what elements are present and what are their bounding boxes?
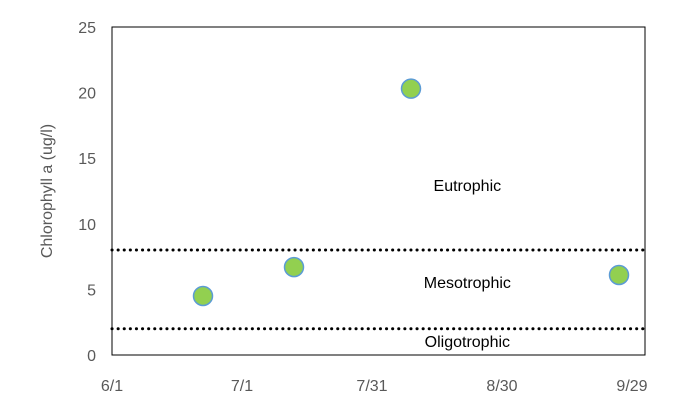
x-axis-ticks: 6/1 7/1 7/31 8/30 9/29 xyxy=(101,378,648,395)
x-tick-label: 9/29 xyxy=(616,378,647,395)
x-tick-label: 6/1 xyxy=(101,378,123,395)
y-tick-label: 25 xyxy=(78,20,96,37)
plot-area xyxy=(111,26,646,356)
data-point xyxy=(192,285,214,307)
data-point xyxy=(400,78,422,99)
y-tick-label: 0 xyxy=(87,348,96,365)
data-point xyxy=(283,256,305,278)
y-tick-label: 5 xyxy=(87,282,96,299)
y-tick-label: 10 xyxy=(78,217,96,234)
data-point xyxy=(608,264,630,286)
x-tick-label: 7/1 xyxy=(231,378,253,395)
y-axis-label: Chlorophyll a (ug/l) xyxy=(39,124,56,258)
y-tick-label: 15 xyxy=(78,151,96,168)
data-points xyxy=(192,78,630,307)
zone-label: Eutrophic xyxy=(434,178,502,195)
y-axis-ticks: 0 5 10 15 20 25 xyxy=(78,20,96,365)
zone-label: Oligotrophic xyxy=(425,334,510,351)
zone-labels: Eutrophic Mesotrophic Oligotrophic xyxy=(424,178,511,351)
x-tick-label: 7/31 xyxy=(356,378,387,395)
zone-label: Mesotrophic xyxy=(424,275,511,292)
threshold-lines xyxy=(110,248,647,331)
y-tick-label: 20 xyxy=(78,86,96,103)
x-tick-label: 8/30 xyxy=(486,378,517,395)
